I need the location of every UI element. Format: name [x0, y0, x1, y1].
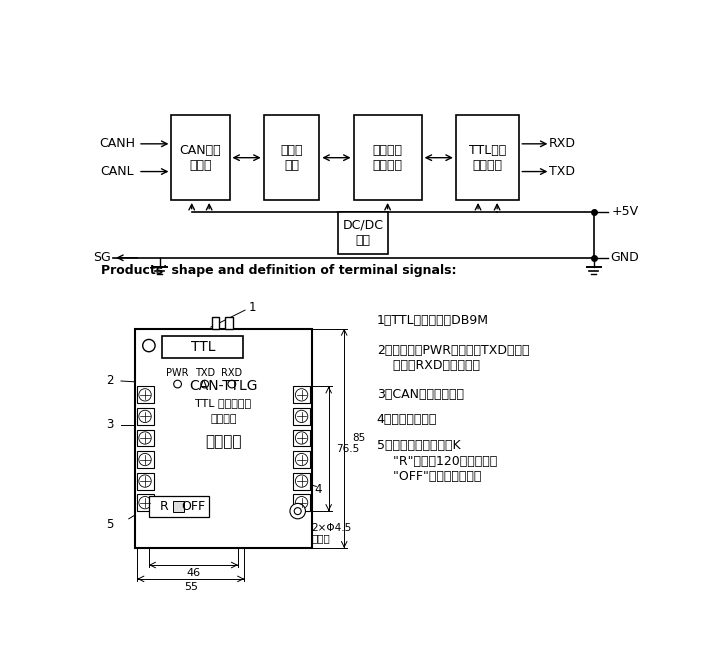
Circle shape	[139, 389, 151, 401]
Text: 数据，RXD：接收数据: 数据，RXD：接收数据	[377, 359, 480, 372]
Bar	[293, 430, 310, 446]
Text: SG: SG	[93, 251, 110, 264]
Text: CANH: CANH	[99, 137, 135, 151]
Text: 信号自收
抑制电路: 信号自收 抑制电路	[373, 144, 402, 172]
Text: TXD: TXD	[549, 165, 575, 178]
Text: 46: 46	[186, 567, 201, 577]
Circle shape	[139, 454, 151, 466]
Bar	[137, 386, 153, 404]
Bar	[137, 408, 153, 425]
Bar	[137, 494, 153, 511]
Circle shape	[174, 380, 181, 388]
Bar	[173, 501, 184, 512]
Circle shape	[295, 475, 307, 488]
Circle shape	[295, 454, 307, 466]
Text: CAN总线
驱动器: CAN总线 驱动器	[179, 144, 221, 172]
Text: 4、电源接线端子: 4、电源接线端子	[377, 413, 437, 426]
Text: TTL: TTL	[191, 340, 215, 354]
Bar	[338, 212, 388, 254]
Bar	[293, 386, 310, 404]
Text: 5: 5	[107, 518, 114, 531]
Bar	[354, 115, 422, 200]
Text: RXD: RXD	[549, 137, 575, 151]
Text: 3: 3	[107, 418, 114, 432]
Text: OFF: OFF	[181, 500, 205, 513]
Text: TXD: TXD	[194, 368, 215, 378]
Circle shape	[295, 389, 307, 401]
Bar	[137, 430, 153, 446]
Bar	[293, 473, 310, 490]
Text: +5V: +5V	[611, 205, 639, 218]
Text: 55: 55	[184, 581, 198, 591]
Bar	[293, 494, 310, 511]
Text: 1: 1	[249, 300, 256, 314]
Text: 光电隔离: 光电隔离	[210, 414, 237, 424]
Text: CANL: CANL	[100, 165, 134, 178]
Text: 2、指示灯，PWR：电源，TXD：发送: 2、指示灯，PWR：电源，TXD：发送	[377, 344, 529, 357]
Bar	[225, 317, 233, 328]
Text: CAN-TTLG: CAN-TTLG	[189, 380, 258, 394]
Text: TTL电平
驱动电路: TTL电平 驱动电路	[469, 144, 506, 172]
Circle shape	[139, 496, 151, 509]
Circle shape	[201, 380, 209, 388]
Text: 76.5: 76.5	[336, 444, 360, 454]
Text: 4: 4	[314, 483, 322, 496]
Bar	[137, 473, 153, 490]
Bar	[162, 336, 243, 358]
Text: TTL 超远程驱动: TTL 超远程驱动	[195, 398, 251, 408]
Circle shape	[295, 432, 307, 444]
Text: GND: GND	[611, 251, 639, 264]
Circle shape	[139, 432, 151, 444]
Text: 2×Φ4.5: 2×Φ4.5	[312, 523, 352, 533]
Text: Products' shape and definition of terminal signals:: Products' shape and definition of termin…	[101, 264, 456, 277]
Text: 光隔离
电路: 光隔离 电路	[280, 144, 302, 172]
Text: 四星电子: 四星电子	[205, 434, 241, 450]
Text: 5、终端电阻设置开关K: 5、终端电阻设置开关K	[377, 439, 460, 452]
Text: 安装孔: 安装孔	[312, 533, 330, 543]
Circle shape	[228, 380, 235, 388]
Bar	[456, 115, 519, 200]
Circle shape	[143, 340, 155, 352]
Bar	[212, 317, 220, 328]
Circle shape	[294, 507, 301, 515]
Text: 1、TTL接口插座，DB9M: 1、TTL接口插座，DB9M	[377, 314, 489, 328]
Bar	[293, 408, 310, 425]
Text: R: R	[160, 500, 168, 513]
Text: "R"：接入120欧终端电阻: "R"：接入120欧终端电阻	[377, 455, 497, 468]
Bar	[137, 451, 153, 468]
Text: 3、CAN总线接线端子: 3、CAN总线接线端子	[377, 388, 464, 400]
Text: 2: 2	[107, 374, 114, 388]
Circle shape	[139, 475, 151, 488]
Text: DC/DC
隔离: DC/DC 隔离	[343, 218, 384, 247]
Bar	[293, 451, 310, 468]
Circle shape	[139, 410, 151, 422]
Bar	[171, 115, 230, 200]
Text: "OFF"：不接终端电阻: "OFF"：不接终端电阻	[377, 470, 481, 483]
Bar	[135, 328, 312, 548]
Circle shape	[295, 496, 307, 509]
Text: PWR: PWR	[166, 368, 189, 378]
Circle shape	[290, 503, 305, 519]
Bar	[264, 115, 320, 200]
Circle shape	[295, 410, 307, 422]
Text: RXD: RXD	[221, 368, 243, 378]
Text: 85: 85	[352, 434, 365, 444]
Bar	[149, 496, 210, 517]
